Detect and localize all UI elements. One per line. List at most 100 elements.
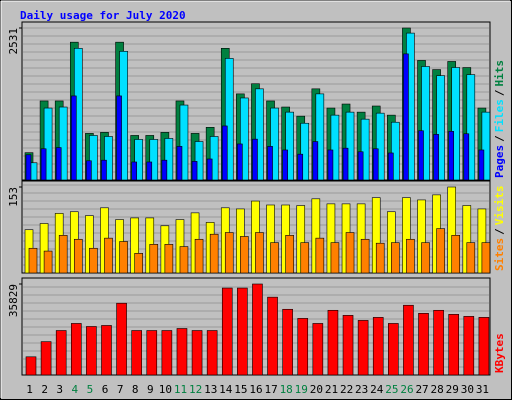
x-tick-label: 25 <box>385 383 398 396</box>
bar <box>191 330 203 376</box>
bar <box>161 159 168 181</box>
x-tick-label: 15 <box>234 383 247 396</box>
y-tick-label: 35829 <box>7 284 20 317</box>
bar <box>451 67 461 181</box>
bar <box>176 328 188 376</box>
bar <box>300 242 310 274</box>
x-tick-label: 20 <box>310 383 323 396</box>
legend-entry: Pages <box>493 145 506 178</box>
bar <box>391 121 400 181</box>
bar <box>418 313 429 376</box>
bar <box>433 309 444 376</box>
x-tick-label: 3 <box>56 383 63 396</box>
y-tick-label: 153 <box>7 187 20 207</box>
bar <box>481 242 491 274</box>
legend: Sites / Visits <box>493 186 506 272</box>
bar <box>421 66 430 181</box>
bar <box>179 104 189 181</box>
bar <box>388 152 394 181</box>
bar <box>131 330 142 376</box>
bar <box>267 146 273 181</box>
x-tick-label: 21 <box>325 383 338 396</box>
legend-separator: / <box>493 89 506 96</box>
chart-title: Daily usage for July 2020 <box>20 9 186 22</box>
bar <box>448 131 455 181</box>
x-tick-label: 17 <box>264 383 277 396</box>
bar <box>101 325 112 376</box>
bar <box>406 238 415 274</box>
bar <box>134 139 143 181</box>
x-tick-label: 2 <box>41 383 48 396</box>
legend-text: Pages / Files / Hits <box>493 60 506 178</box>
x-tick-label: 27 <box>415 383 428 396</box>
bar <box>240 97 249 181</box>
bar <box>116 302 127 376</box>
bar <box>285 235 294 274</box>
bar <box>478 317 490 376</box>
x-tick-label: 9 <box>147 383 154 396</box>
bar <box>330 242 340 274</box>
bar <box>315 237 325 274</box>
x-tick-label: 14 <box>219 383 233 396</box>
bar <box>345 232 355 274</box>
bar <box>375 112 385 181</box>
x-tick-label: 16 <box>249 383 262 396</box>
bar <box>240 236 249 274</box>
bar <box>40 341 52 376</box>
x-tick-label: 1 <box>26 383 33 396</box>
legend-separator: / <box>493 135 506 142</box>
bar <box>119 241 128 274</box>
bar <box>436 228 445 274</box>
bar <box>270 107 279 181</box>
bar <box>134 253 143 274</box>
bar <box>194 238 204 274</box>
bar <box>418 130 424 181</box>
bar <box>209 136 219 181</box>
x-tick-label: 19 <box>295 383 308 396</box>
bar <box>300 122 310 181</box>
legend-entry: KBytes <box>493 333 506 373</box>
bar <box>164 244 174 274</box>
x-tick-label: 11 <box>174 383 187 396</box>
bar <box>312 141 319 181</box>
bar <box>86 160 92 181</box>
bar <box>297 153 304 181</box>
bar <box>40 148 47 181</box>
bar <box>55 330 67 376</box>
bar <box>161 330 173 376</box>
bar <box>206 330 218 376</box>
x-tick-label: 22 <box>340 383 353 396</box>
legend-entry: Hits <box>493 60 506 87</box>
bar <box>421 242 430 274</box>
bar <box>89 247 98 274</box>
bar <box>357 320 369 376</box>
bar <box>224 232 234 274</box>
bar <box>391 242 400 274</box>
bar <box>25 154 32 181</box>
legend-text: KBytes <box>493 333 506 373</box>
bar <box>330 114 340 181</box>
x-tick-label: 23 <box>355 383 368 396</box>
x-tick-label: 6 <box>102 383 109 396</box>
x-tick-label: 30 <box>461 383 474 396</box>
bar <box>224 58 234 181</box>
bar <box>104 237 113 274</box>
bar <box>285 111 294 181</box>
x-tick-label: 7 <box>117 383 124 396</box>
bar <box>357 151 364 181</box>
x-tick-label: 10 <box>159 383 172 396</box>
x-tick-label: 18 <box>280 383 293 396</box>
bar <box>327 149 334 181</box>
bar <box>403 53 409 181</box>
bar <box>43 107 53 181</box>
bar <box>58 106 68 181</box>
x-tick-label: 31 <box>476 383 489 396</box>
x-tick-label: 13 <box>204 383 217 396</box>
legend-entry: Files <box>493 99 506 132</box>
bar <box>315 93 325 181</box>
bar <box>252 283 263 376</box>
bar <box>372 148 379 181</box>
bar <box>342 315 354 376</box>
bar <box>255 232 264 274</box>
bar <box>43 250 53 274</box>
